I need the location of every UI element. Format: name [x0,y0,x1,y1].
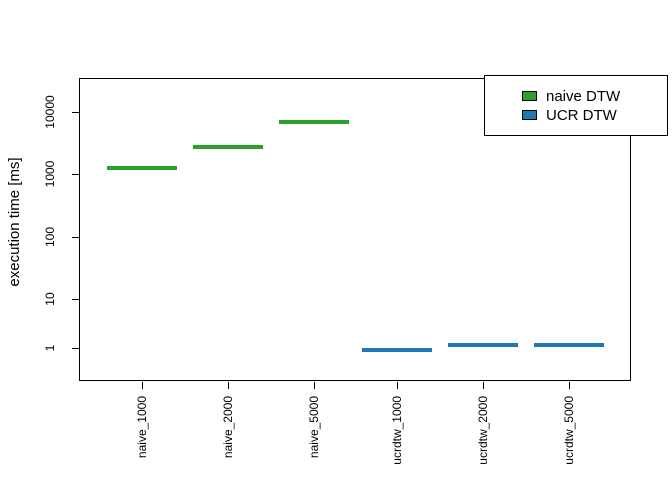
x-tick-label: naive_5000 [307,396,321,459]
legend-label: naive DTW [546,87,621,105]
median-line-naive_1000 [107,165,177,170]
legend: naive DTW UCR DTW [484,75,668,136]
x-tick-label: ucrdtw_5000 [562,396,576,465]
legend-label: UCR DTW [546,106,617,124]
y-tick-mark [72,299,79,300]
x-tick-label: naive_2000 [221,396,235,459]
y-tick-mark [72,237,79,238]
x-tick-mark [397,382,398,389]
x-tick-label: ucrdtw_1000 [390,396,404,465]
median-line-ucrdtw_2000 [448,343,518,348]
x-tick-label: naive_1000 [135,396,149,459]
y-tick-label: 1000 [43,160,57,188]
x-tick-mark [228,382,229,389]
x-tick-mark [314,382,315,389]
median-line-ucrdtw_5000 [534,343,604,348]
x-tick-mark [142,382,143,389]
y-tick-mark [72,174,79,175]
legend-row: naive DTW [522,89,667,104]
y-tick-mark [72,112,79,113]
legend-swatch-ucr-dtw [522,110,537,120]
median-line-ucrdtw_1000 [362,348,432,353]
x-tick-mark [569,382,570,389]
y-axis-title: execution time [ms] [6,157,23,287]
x-tick-label: ucrdtw_2000 [476,396,490,465]
y-tick-label: 10000 [43,95,57,129]
x-tick-mark [483,382,484,389]
legend-row: UCR DTW [522,108,667,123]
legend-swatch-naive-dtw [522,91,537,101]
median-line-naive_2000 [193,144,263,149]
y-tick-label: 100 [43,226,57,248]
median-line-naive_5000 [279,120,349,125]
y-tick-label: 10 [43,292,57,306]
y-tick-mark [72,348,79,349]
